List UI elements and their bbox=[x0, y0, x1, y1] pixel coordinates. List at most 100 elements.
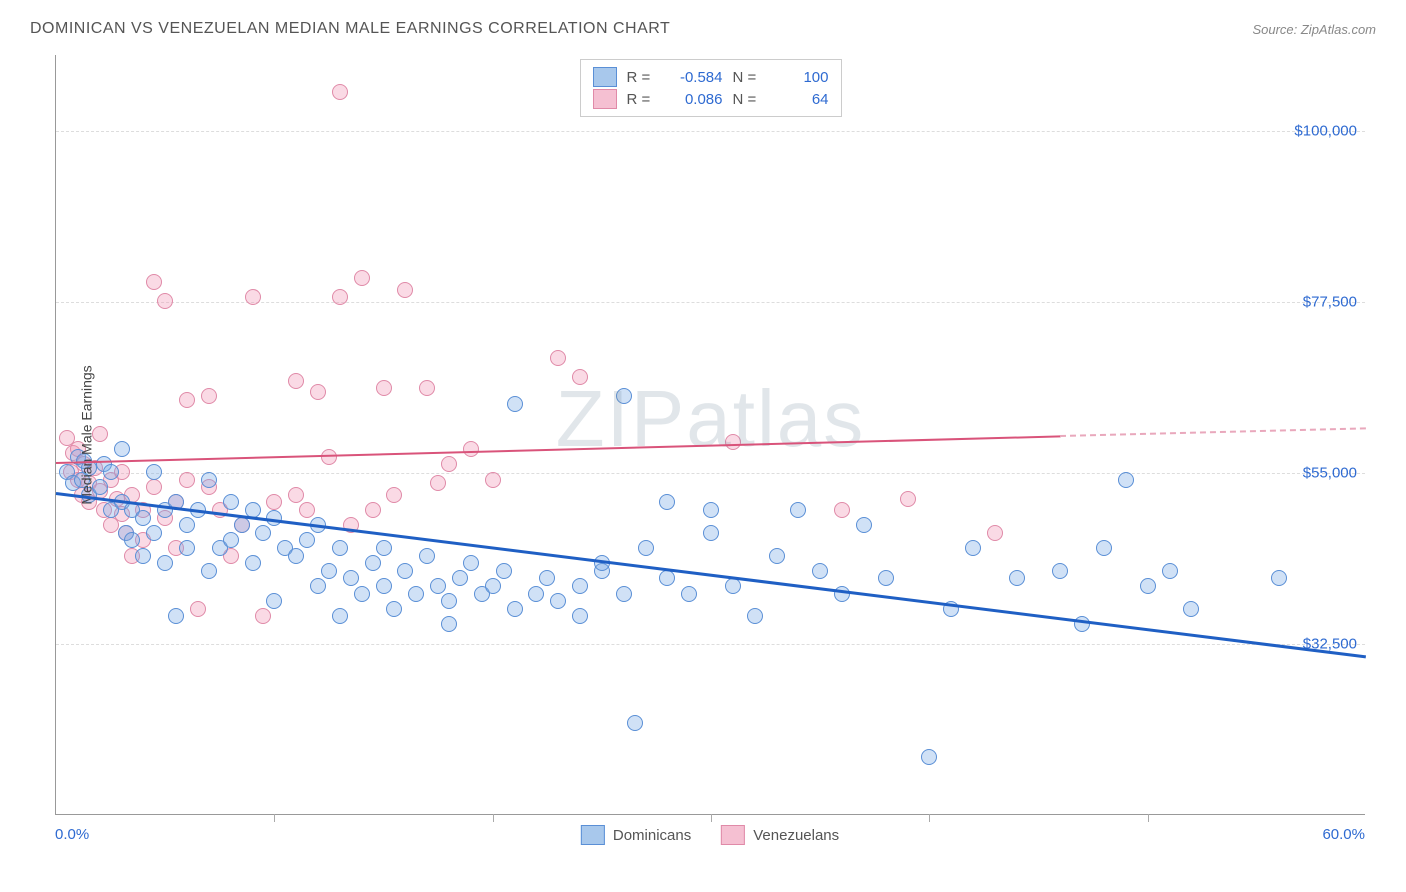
data-point bbox=[496, 563, 512, 579]
swatch-dominicans bbox=[581, 825, 605, 845]
y-tick-label: $55,000 bbox=[1303, 465, 1357, 482]
x-tick bbox=[274, 814, 275, 822]
data-point bbox=[190, 601, 206, 617]
data-point bbox=[812, 563, 828, 579]
data-point bbox=[146, 479, 162, 495]
data-point bbox=[157, 555, 173, 571]
data-point bbox=[1052, 563, 1068, 579]
gridline bbox=[56, 131, 1365, 132]
legend-row-dominicans: R = -0.584 N = 100 bbox=[593, 67, 829, 87]
x-tick bbox=[929, 814, 930, 822]
data-point bbox=[878, 570, 894, 586]
data-point bbox=[463, 555, 479, 571]
data-point bbox=[223, 494, 239, 510]
data-point bbox=[386, 487, 402, 503]
data-point bbox=[354, 270, 370, 286]
gridline bbox=[56, 644, 1365, 645]
data-point bbox=[550, 350, 566, 366]
r-value-dominicans: -0.584 bbox=[665, 69, 723, 86]
data-point bbox=[441, 593, 457, 609]
data-point bbox=[168, 608, 184, 624]
data-point bbox=[245, 289, 261, 305]
data-point bbox=[441, 456, 457, 472]
data-point bbox=[528, 586, 544, 602]
data-point bbox=[255, 525, 271, 541]
data-point bbox=[987, 525, 1003, 541]
data-point bbox=[572, 369, 588, 385]
data-point bbox=[365, 555, 381, 571]
data-point bbox=[507, 601, 523, 617]
data-point bbox=[747, 608, 763, 624]
data-point bbox=[572, 608, 588, 624]
data-point bbox=[201, 563, 217, 579]
data-point bbox=[659, 494, 675, 510]
data-point bbox=[376, 578, 392, 594]
data-point bbox=[725, 578, 741, 594]
data-point bbox=[408, 586, 424, 602]
trendline-extrapolated bbox=[1060, 427, 1366, 437]
data-point bbox=[703, 525, 719, 541]
x-axis-min-label: 0.0% bbox=[55, 826, 89, 843]
data-point bbox=[234, 517, 250, 533]
watermark: ZIPatlas bbox=[556, 373, 865, 465]
data-point bbox=[146, 274, 162, 290]
data-point bbox=[638, 540, 654, 556]
data-point bbox=[681, 586, 697, 602]
swatch-dominicans bbox=[593, 67, 617, 87]
data-point bbox=[550, 593, 566, 609]
r-value-venezuelans: 0.086 bbox=[665, 91, 723, 108]
data-point bbox=[223, 532, 239, 548]
n-value-dominicans: 100 bbox=[771, 69, 829, 86]
x-tick bbox=[711, 814, 712, 822]
data-point bbox=[343, 570, 359, 586]
legend-label-dominicans: Dominicans bbox=[613, 827, 691, 844]
r-label: R = bbox=[627, 91, 655, 108]
legend-row-venezuelans: R = 0.086 N = 64 bbox=[593, 89, 829, 109]
data-point bbox=[245, 555, 261, 571]
data-point bbox=[201, 472, 217, 488]
chart-title: DOMINICAN VS VENEZUELAN MEDIAN MALE EARN… bbox=[30, 20, 670, 38]
data-point bbox=[146, 464, 162, 480]
data-point bbox=[725, 434, 741, 450]
y-axis-title: Median Male Earnings bbox=[79, 365, 95, 504]
data-point bbox=[507, 396, 523, 412]
data-point bbox=[485, 472, 501, 488]
data-point bbox=[452, 570, 468, 586]
data-point bbox=[900, 491, 916, 507]
data-point bbox=[310, 384, 326, 400]
data-point bbox=[255, 608, 271, 624]
data-point bbox=[266, 593, 282, 609]
data-point bbox=[179, 392, 195, 408]
data-point bbox=[201, 388, 217, 404]
gridline bbox=[56, 473, 1365, 474]
data-point bbox=[266, 494, 282, 510]
y-tick-label: $77,500 bbox=[1303, 294, 1357, 311]
data-point bbox=[310, 578, 326, 594]
data-point bbox=[965, 540, 981, 556]
data-point bbox=[288, 548, 304, 564]
data-point bbox=[703, 502, 719, 518]
data-point bbox=[103, 464, 119, 480]
data-point bbox=[1118, 472, 1134, 488]
legend-item-dominicans: Dominicans bbox=[581, 825, 691, 845]
legend-item-venezuelans: Venezuelans bbox=[721, 825, 839, 845]
data-point bbox=[856, 517, 872, 533]
n-label: N = bbox=[733, 69, 761, 86]
data-point bbox=[769, 548, 785, 564]
plot-area: ZIPatlas R = -0.584 N = 100 R = 0.086 N … bbox=[55, 55, 1365, 815]
data-point bbox=[539, 570, 555, 586]
data-point bbox=[376, 380, 392, 396]
data-point bbox=[441, 616, 457, 632]
data-point bbox=[332, 84, 348, 100]
data-point bbox=[659, 570, 675, 586]
data-point bbox=[376, 540, 392, 556]
data-point bbox=[332, 540, 348, 556]
data-point bbox=[365, 502, 381, 518]
data-point bbox=[572, 578, 588, 594]
data-point bbox=[288, 487, 304, 503]
data-point bbox=[463, 441, 479, 457]
scatter-chart: ZIPatlas R = -0.584 N = 100 R = 0.086 N … bbox=[55, 55, 1365, 815]
data-point bbox=[386, 601, 402, 617]
data-point bbox=[1183, 601, 1199, 617]
data-point bbox=[430, 578, 446, 594]
